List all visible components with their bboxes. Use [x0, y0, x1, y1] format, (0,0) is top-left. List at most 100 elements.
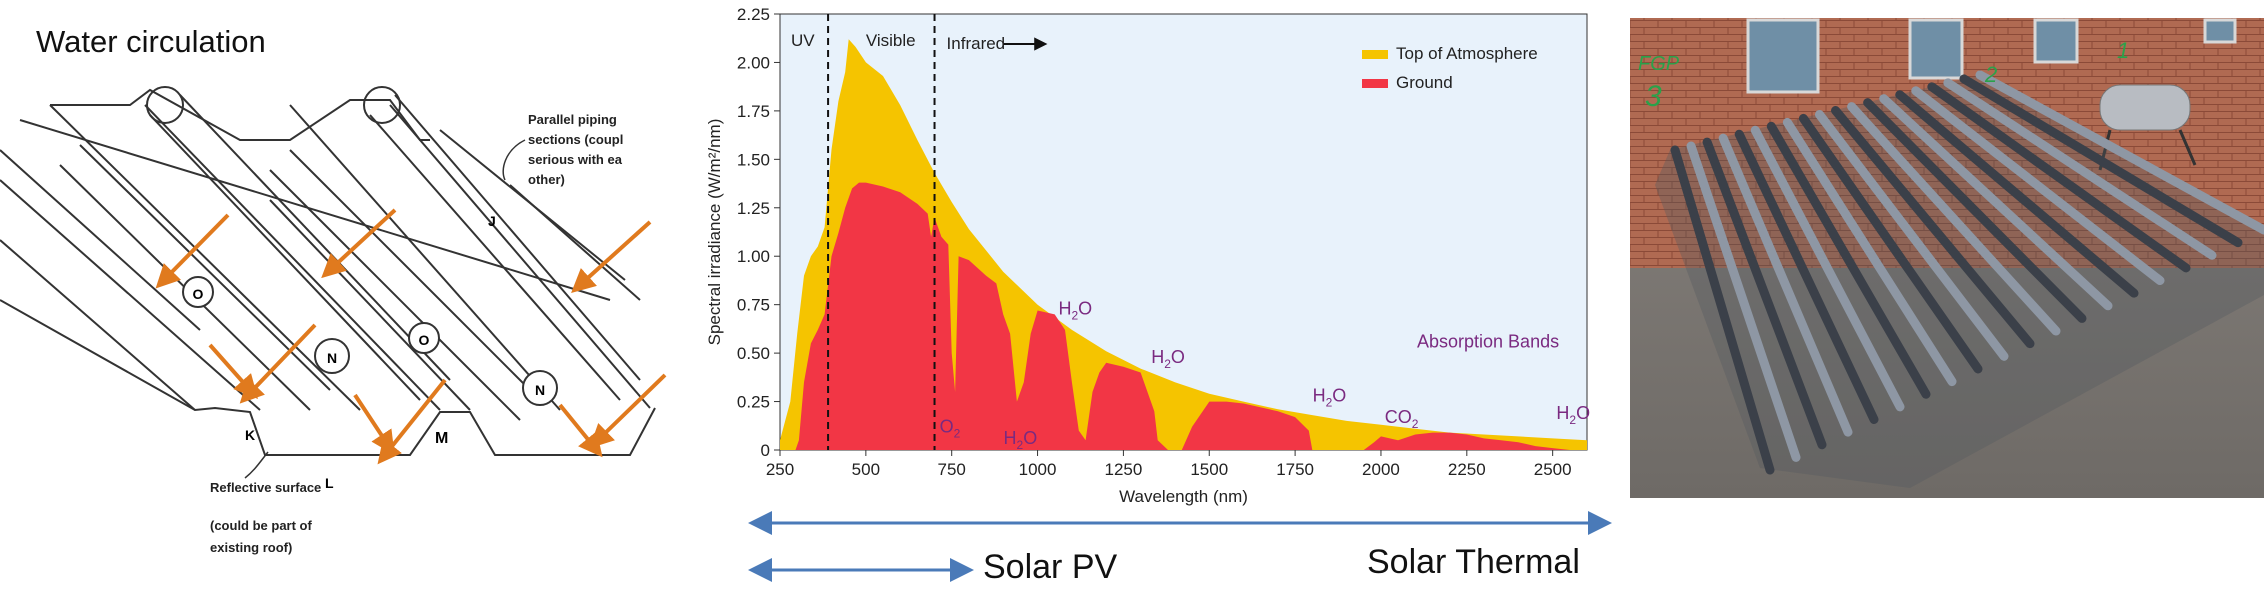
collector-drawing: O O N N J K L M Water circulation Parall…	[0, 24, 667, 555]
infrared-arrow	[1003, 37, 1048, 51]
roof-label-2: existing roof)	[210, 540, 292, 555]
collector-photo: FGP 3 2 1	[1630, 0, 2264, 596]
infrared-region-label: Infrared	[947, 34, 1006, 53]
annotation-0: O2	[940, 417, 961, 441]
pipe-end-n2	[522, 370, 558, 406]
x-tick-label-1250: 1250	[1104, 460, 1142, 479]
collector-photo-drawing: FGP 3 2 1	[1630, 18, 2264, 498]
x-tick-label-500: 500	[852, 460, 880, 479]
collector-tube-2	[1686, 141, 1801, 462]
letter-n1: N	[327, 350, 337, 366]
water-circulation-diagram: O O N N J K L M Water circulation Parall…	[0, 0, 730, 596]
collector-tube-16	[1911, 86, 2165, 286]
x-tick-label-250: 250	[766, 460, 794, 479]
collector-tube-13	[1863, 98, 2087, 323]
y-tick-label-2: 0.50	[737, 344, 770, 363]
collector-tube-18	[1943, 78, 2217, 260]
solar-pv-caption: Solar PV	[983, 548, 1118, 586]
absorption-bands-label: Absorption Bands	[1417, 331, 1559, 351]
collector-tube-14	[1879, 94, 2113, 311]
pipe-end-o1	[182, 276, 214, 308]
letter-o1: O	[193, 286, 204, 302]
trough-outlines	[0, 86, 656, 456]
collector-tube-5	[1734, 129, 1879, 424]
wall-windows	[1746, 18, 2237, 94]
labels-layer: Wavelength (nm) Spectral irradiance (W/m…	[705, 31, 1559, 506]
x-tick-label-2000: 2000	[1362, 460, 1400, 479]
annotation-4: H2O	[1313, 386, 1347, 410]
annotation-2: H2O	[1058, 298, 1092, 322]
annotation-1: H2O	[1004, 428, 1038, 452]
annotation-6: H2O	[1556, 403, 1590, 427]
y-tick-label-6: 1.50	[737, 150, 770, 169]
letter-m: M	[435, 430, 448, 447]
storage-tank	[2098, 84, 2197, 171]
photo-note-2: 2	[1984, 62, 1997, 87]
annotation-5: CO2	[1385, 407, 1419, 431]
visible-region-label: Visible	[866, 31, 916, 50]
reflective-label: Reflective surface	[210, 480, 321, 495]
y-tick-label-9: 2.25	[737, 5, 770, 24]
solar-spectrum-chart: 250 500 750 1000 1250 1500 1750 2000 2250 2500 0 0.…	[700, 0, 1630, 596]
parallel-label-1: Parallel piping	[528, 112, 617, 127]
series-area-ground	[780, 182, 1587, 450]
diagram-title: Water circulation	[36, 24, 266, 59]
y-tick-label-7: 1.75	[737, 102, 770, 121]
collector-tube-3	[1702, 137, 1827, 450]
y-tick-label-8: 2.00	[737, 53, 770, 72]
y-tick-label-4: 1.00	[737, 247, 770, 266]
letter-n2: N	[535, 382, 545, 398]
letter-o2: O	[419, 332, 430, 348]
collector-tube-6	[1750, 125, 1905, 412]
x-axis-label: Wavelength (nm)	[1119, 487, 1248, 506]
x-tick-label-2500: 2500	[1534, 460, 1572, 479]
y-tick-label-3: 0.75	[737, 296, 770, 315]
y-tick-label-1: 0.25	[737, 393, 770, 412]
photo-note-1: 1	[2117, 38, 2129, 63]
collector-tube-9	[1798, 113, 1983, 374]
x-tick-label-2250: 2250	[1448, 460, 1486, 479]
parallel-label-3: serious with ea	[528, 152, 623, 167]
series-layer	[780, 14, 1587, 450]
collector-tube-8	[1782, 117, 1957, 387]
collector-tube-15	[1895, 90, 2139, 298]
x-tick-label-1000: 1000	[1019, 460, 1057, 479]
legend-swatch-top	[1362, 50, 1388, 59]
x-tick-label-1500: 1500	[1190, 460, 1228, 479]
collector-tube-1	[1670, 145, 1775, 475]
photo-note-fgp: FGP	[1638, 53, 1680, 75]
pipe-end-o2	[408, 322, 440, 354]
y-axis-label: Spectral irradiance (W/m²/nm)	[705, 119, 724, 346]
collector-tube-17	[1927, 82, 2191, 273]
y-tick-label-5: 1.25	[737, 199, 770, 218]
collector-frame	[1655, 75, 2264, 488]
uv-region-label: UV	[791, 31, 815, 50]
parallel-label-4: other)	[528, 172, 565, 187]
collector-tube-11	[1831, 106, 2035, 349]
legend-label-top: Top of Atmosphere	[1396, 44, 1538, 63]
collector-tube-4	[1718, 133, 1853, 437]
collector-tube-12	[1847, 102, 2061, 336]
x-tick-label-1750: 1750	[1276, 460, 1314, 479]
solar-thermal-caption: Solar Thermal	[1367, 543, 1580, 581]
photo-note-3: 3	[1645, 80, 1662, 113]
legend-label-ground: Ground	[1396, 73, 1453, 92]
annotation-3: H2O	[1151, 347, 1185, 371]
letter-l: L	[325, 475, 334, 491]
collector-tube-20	[1975, 70, 2264, 235]
collector-tube-7	[1766, 121, 1931, 399]
letter-k: K	[245, 427, 255, 443]
axes-layer: 250 500 750 1000 1250 1500 1750 2000 2250 2500 0 0.…	[737, 5, 1590, 479]
sunlight-arrows	[155, 208, 667, 465]
y-tick-label-0: 0	[761, 441, 770, 460]
spectrum-svg: 250 500 750 1000 1250 1500 1750 2000 2250 2500 0 0.…	[705, 5, 1612, 582]
collector-tube-19	[1959, 74, 2243, 248]
x-tick-label-750: 750	[938, 460, 966, 479]
collector-tube-10	[1814, 109, 2009, 361]
pipe-end-n1	[314, 338, 350, 374]
collector-tubes	[1670, 70, 2264, 475]
roof-label-1: (could be part of	[210, 518, 313, 533]
legend-swatch-ground	[1362, 79, 1388, 88]
parallel-label-2: sections (coupl	[528, 132, 623, 147]
letter-j: J	[488, 213, 496, 229]
